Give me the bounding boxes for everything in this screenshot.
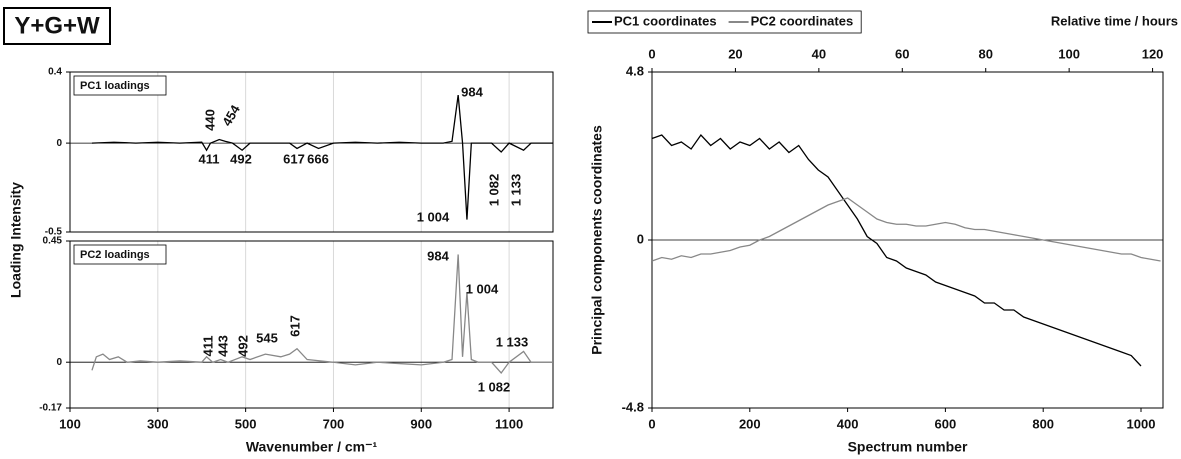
data-line xyxy=(651,133,1142,367)
panel-label-box xyxy=(3,7,111,45)
subplot-title-box xyxy=(73,244,167,265)
y-tick-label: -4.8 xyxy=(622,399,644,414)
x2-tick-label: 0 xyxy=(648,46,655,61)
x2-tick-label: 100 xyxy=(1058,46,1080,61)
x-axis-label: Spectrum number xyxy=(848,439,968,455)
x2-tick-label: 40 xyxy=(812,46,826,61)
peak-label: 1 133 xyxy=(508,174,523,207)
peak-label: 440 xyxy=(202,109,217,131)
y-tick-label: 4.8 xyxy=(626,63,644,78)
x-tick-label: 1100 xyxy=(495,416,523,431)
subplot-title-box xyxy=(73,75,167,96)
peak-label: 545 xyxy=(256,330,278,345)
legend-box xyxy=(587,10,862,34)
peak-label: 984 xyxy=(461,84,483,99)
y-tick-label: 0 xyxy=(56,138,62,149)
y-axis-label: Loading Intensity xyxy=(8,182,24,298)
x-tick-label: 800 xyxy=(1032,416,1054,431)
peak-label: 492 xyxy=(235,335,250,357)
plot-frame xyxy=(69,71,554,233)
peak-label: 443 xyxy=(215,335,230,357)
peak-label: 1 004 xyxy=(466,281,499,296)
x-tick-label: 200 xyxy=(739,416,761,431)
y-tick-label: -0.17 xyxy=(39,403,62,414)
peak-label: 984 xyxy=(427,248,449,263)
peak-label: 617 xyxy=(287,315,302,337)
y-tick-label: 0 xyxy=(637,231,644,246)
peak-label: 1 004 xyxy=(417,209,450,224)
y-tick-label: 0.4 xyxy=(48,67,62,78)
x-tick-label: 500 xyxy=(235,416,257,431)
peak-label: 454 xyxy=(219,102,243,129)
data-line xyxy=(91,95,553,220)
x2-tick-label: 80 xyxy=(978,46,992,61)
legend-label: PC2 coordinates xyxy=(751,13,854,28)
x-tick-label: 100 xyxy=(59,416,81,431)
peak-label: 492 xyxy=(230,151,252,166)
peak-label: 1 082 xyxy=(478,379,511,394)
x2-tick-label: 120 xyxy=(1142,46,1164,61)
x-tick-label: 900 xyxy=(410,416,432,431)
legend-label: PC1 coordinates xyxy=(614,13,717,28)
y-tick-label: 0.45 xyxy=(43,236,63,247)
x-tick-label: 1000 xyxy=(1127,416,1156,431)
x-tick-label: 400 xyxy=(837,416,859,431)
x-tick-label: 600 xyxy=(935,416,957,431)
peak-label: 411 xyxy=(199,151,220,166)
x-axis-label: Wavenumber / cm⁻¹ xyxy=(246,439,378,455)
peak-label: 411 xyxy=(200,336,215,357)
subplot-title: PC2 loadings xyxy=(80,249,150,261)
x2-axis-label: Relative time / hours xyxy=(1051,13,1178,28)
data-line xyxy=(91,254,553,375)
y-tick-label: 0 xyxy=(56,357,62,368)
x-tick-label: 700 xyxy=(323,416,345,431)
x-tick-label: 300 xyxy=(147,416,169,431)
x2-tick-label: 20 xyxy=(728,46,742,61)
panel-label: Y+G+W xyxy=(14,12,100,39)
data-line xyxy=(651,197,1161,262)
y-tick-label: -0.5 xyxy=(45,227,63,238)
peak-label: 666 xyxy=(307,151,329,166)
peak-label: 1 133 xyxy=(496,334,529,349)
peak-label: 1 082 xyxy=(486,174,501,207)
y-axis-label: Principal components coordinates xyxy=(589,125,605,355)
plot-frame xyxy=(69,240,554,409)
x2-tick-label: 60 xyxy=(895,46,909,61)
x-tick-label: 0 xyxy=(648,416,655,431)
subplot-title: PC1 loadings xyxy=(80,80,150,92)
peak-label: 617 xyxy=(283,151,305,166)
